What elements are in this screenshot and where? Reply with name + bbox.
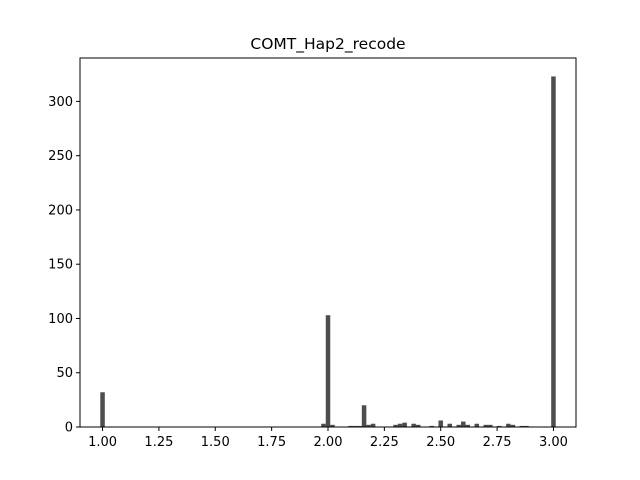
histogram-bar-1 bbox=[321, 423, 326, 427]
histogram-bar-5 bbox=[352, 425, 358, 427]
histogram-bar-9 bbox=[370, 423, 376, 427]
x-tick-label: 1.75 bbox=[257, 435, 286, 450]
x-axis-ticks: 1.00 1.25 1.50 1.75 2.00 2.25 2.50 2.75 3.00 bbox=[88, 427, 568, 450]
x-tick-label: 1.00 bbox=[88, 435, 117, 450]
x-tick-label: 2.75 bbox=[483, 435, 512, 450]
histogram-bar-29 bbox=[551, 76, 556, 427]
y-tick-label: 300 bbox=[48, 95, 73, 110]
y-axis-ticks: 0 50 100 150 200 250 300 bbox=[48, 95, 80, 436]
y-tick-label: 0 bbox=[65, 421, 73, 436]
plot-frame bbox=[79, 57, 577, 428]
x-tick-label: 1.50 bbox=[201, 435, 230, 450]
x-tick-label: 2.25 bbox=[370, 435, 399, 450]
histogram-bar-25 bbox=[506, 423, 511, 427]
histogram-bar-26 bbox=[510, 424, 516, 427]
histogram-bar-18 bbox=[456, 424, 462, 427]
histogram-bar-15 bbox=[429, 425, 434, 427]
histogram-bar-4 bbox=[348, 425, 353, 427]
y-tick-label: 200 bbox=[48, 203, 73, 218]
histogram-bar-16 bbox=[438, 420, 443, 427]
histogram-bar-0 bbox=[100, 392, 105, 427]
histogram-bar-23 bbox=[488, 424, 493, 427]
histogram-bar-12 bbox=[402, 422, 407, 427]
histogram-bar-13 bbox=[411, 423, 416, 427]
histogram-bar-11 bbox=[397, 423, 403, 427]
histogram-bar-17 bbox=[447, 423, 452, 427]
x-tick-label: 2.00 bbox=[314, 435, 343, 450]
x-tick-label: 2.50 bbox=[426, 435, 455, 450]
histogram-bar-22 bbox=[483, 424, 489, 427]
histogram-bar-27 bbox=[519, 425, 525, 427]
x-tick-label: 3.00 bbox=[539, 435, 568, 450]
histogram-bar-8 bbox=[366, 424, 371, 427]
y-tick-label: 250 bbox=[48, 149, 73, 164]
y-tick-label: 100 bbox=[48, 312, 73, 327]
histogram-bar-28 bbox=[524, 425, 529, 427]
histogram-bar-7 bbox=[361, 405, 367, 427]
histogram-bar-6 bbox=[357, 425, 362, 427]
histogram-bar-20 bbox=[465, 424, 471, 427]
histogram-bar-3 bbox=[330, 424, 335, 427]
histogram-bar-19 bbox=[461, 421, 466, 427]
histogram-bar-14 bbox=[415, 424, 421, 427]
histogram-bar-24 bbox=[497, 425, 502, 427]
histogram-bar-2 bbox=[325, 315, 331, 427]
histogram-bar-10 bbox=[393, 424, 398, 427]
x-tick-label: 1.25 bbox=[144, 435, 173, 450]
y-tick-label: 150 bbox=[48, 258, 73, 273]
y-tick-label: 50 bbox=[56, 366, 73, 381]
histogram-bar-21 bbox=[474, 423, 480, 427]
chart-title: COMT_Hap2_recode bbox=[250, 35, 405, 54]
bars-group bbox=[100, 76, 556, 427]
